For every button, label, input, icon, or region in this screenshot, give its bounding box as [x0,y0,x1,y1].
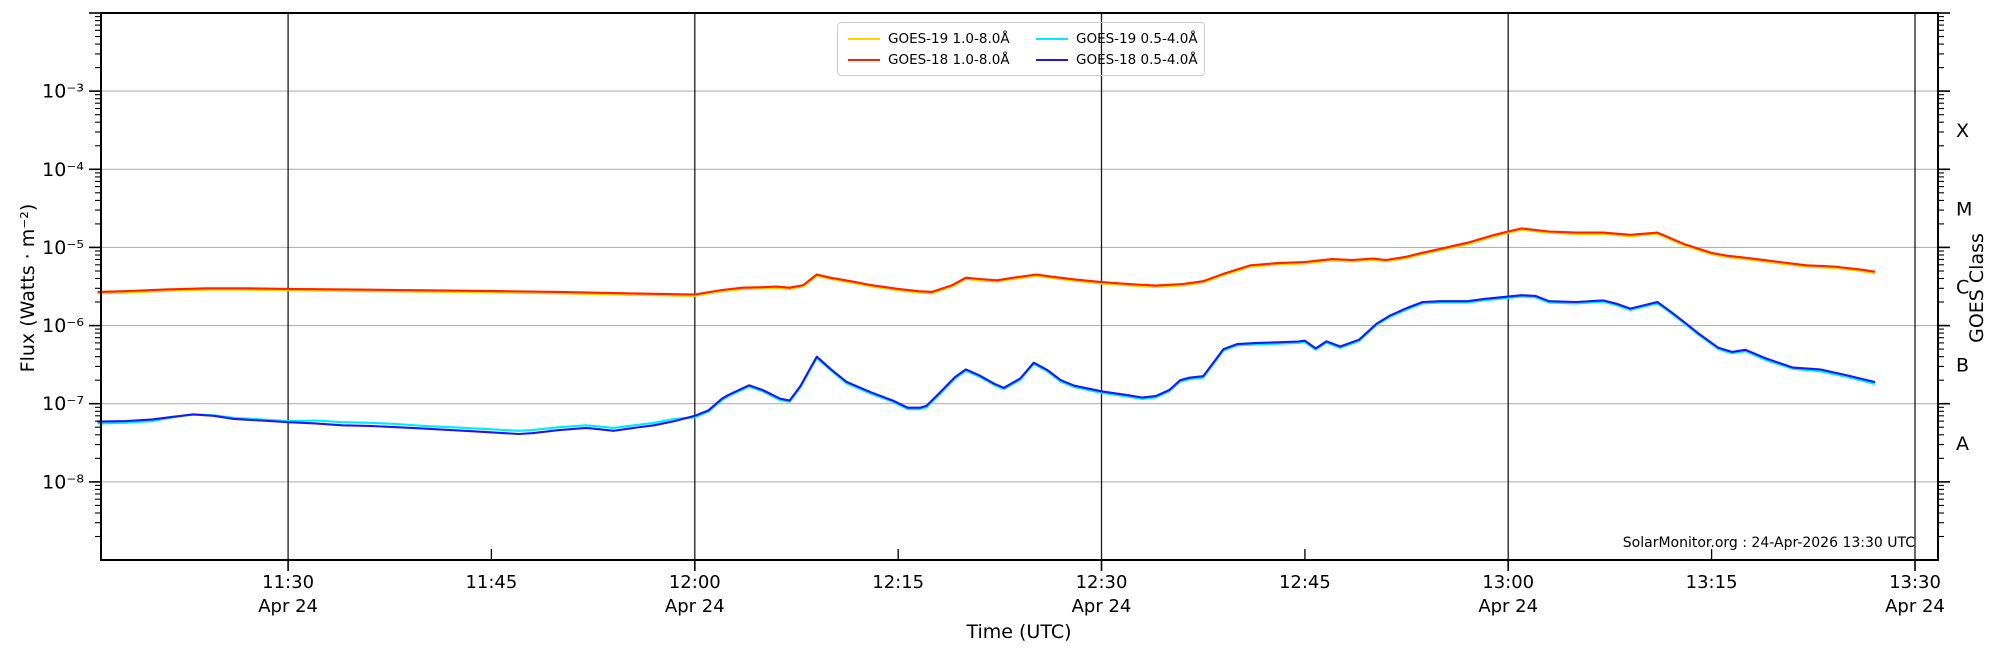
legend-label: GOES-18 1.0-8.0Å [888,51,1010,68]
y-tick-label: 10⁻⁸ [42,471,84,493]
x-tick-label: 13:00 [1482,572,1534,593]
grid-vertical-halfhour [287,13,1916,560]
goes-class-label: X [1956,120,1969,142]
series-goes18-short [97,294,1876,436]
x-tick-label: 12:00 [669,572,721,593]
goes-class-labels: X M C B A [1956,120,1972,455]
y-tick-label: 10⁻⁷ [42,393,84,415]
x-axis-title: Time (UTC) [966,621,1072,643]
goes-class-label: C [1956,277,1969,299]
legend: GOES-19 1.0-8.0Å GOES-19 0.5-4.0Å GOES-18 … [837,22,1205,76]
legend-swatch [848,58,880,61]
legend-label: GOES-19 1.0-8.0Å [888,30,1010,47]
legend-swatch [848,37,880,40]
y-tick-label: 10⁻⁵ [42,237,84,259]
legend-item: GOES-19 0.5-4.0Å [1036,29,1198,49]
x-tick-sublabel: Apr 24 [1072,596,1132,617]
x-axis-ticks: 11:30 Apr 24 12:00 Apr 24 12:30 Apr 24 13:00 Ap… [258,549,1945,617]
x-tick-label: 12:15 [872,572,924,593]
x-tick-label: 11:45 [465,572,517,593]
grid-horizontal [101,90,1938,483]
x-tick-label: 11:30 [262,572,314,593]
legend-item: GOES-18 0.5-4.0Å [1036,50,1198,70]
solarmonitor-credit: SolarMonitor.org : 24-Apr-2026 13:30 UTC [1622,535,1915,551]
x-tick-sublabel: Apr 24 [1885,596,1945,617]
series-goes18-long [97,227,1876,296]
series-goes19-long [97,228,1876,297]
y-tick-label: 10⁻³ [42,81,84,103]
goes-class-label: B [1956,355,1969,377]
x-tick-sublabel: Apr 24 [1478,596,1538,617]
x-tick-sublabel: Apr 24 [258,596,318,617]
legend-item: GOES-19 1.0-8.0Å [848,29,1036,49]
x-tick-label: 13:30 [1889,572,1941,593]
y-axis-title: Flux (Watts · m⁻²) [17,203,39,373]
legend-swatch [1036,37,1068,40]
y-tick-label: 10⁻⁴ [42,159,84,181]
x-tick-label: 12:30 [1076,572,1128,593]
x-tick-sublabel: Apr 24 [665,596,725,617]
legend-item: GOES-18 1.0-8.0Å [848,50,1036,70]
plot-border [100,12,1939,561]
y-tick-label: 10⁻⁶ [42,315,84,337]
series-goes19-short [97,295,1876,432]
right-axis-title: GOES Class [1966,233,1988,343]
y-axis-ticks: 10⁻³ 10⁻⁴ 10⁻⁵ 10⁻⁶ 10⁻⁷ 10⁻⁸ [42,12,1950,538]
x-tick-label: 12:45 [1279,572,1331,593]
goes-class-label: M [1956,198,1972,220]
x-tick-label: 13:15 [1686,572,1738,593]
legend-label: GOES-18 0.5-4.0Å [1076,51,1198,68]
goes-class-label: A [1956,433,1969,455]
legend-label: GOES-19 0.5-4.0Å [1076,30,1198,47]
legend-swatch [1036,58,1068,61]
